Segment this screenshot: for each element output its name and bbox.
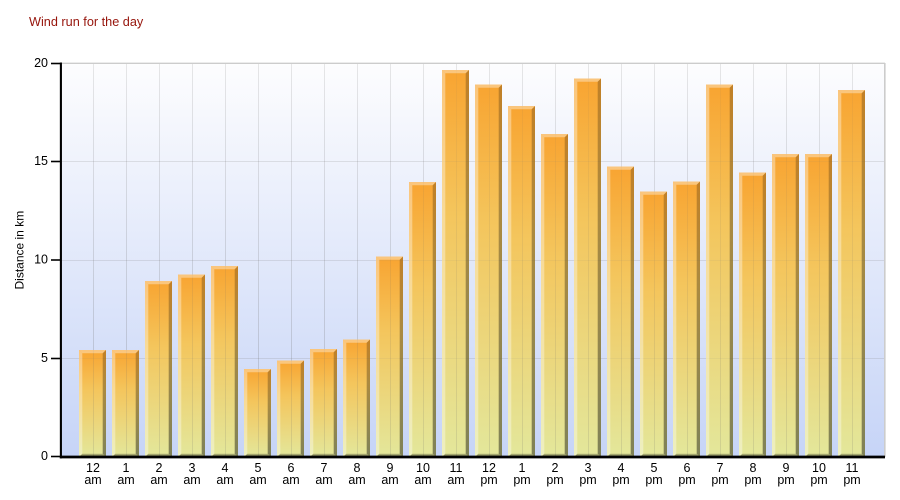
svg-text:pm: pm [579, 473, 596, 487]
svg-text:am: am [282, 473, 299, 487]
svg-text:7: 7 [717, 461, 724, 475]
svg-text:2: 2 [552, 461, 559, 475]
svg-text:pm: pm [777, 473, 794, 487]
svg-text:Wind run for the day: Wind run for the day [29, 15, 144, 29]
svg-text:8: 8 [354, 461, 361, 475]
svg-text:pm: pm [480, 473, 497, 487]
svg-text:Distance in km: Distance in km [13, 211, 27, 290]
svg-text:3: 3 [189, 461, 196, 475]
svg-text:7: 7 [321, 461, 328, 475]
svg-text:am: am [117, 473, 134, 487]
svg-text:pm: pm [513, 473, 530, 487]
svg-text:1: 1 [519, 461, 526, 475]
svg-text:pm: pm [645, 473, 662, 487]
svg-text:am: am [414, 473, 431, 487]
svg-text:3: 3 [585, 461, 592, 475]
svg-text:2: 2 [156, 461, 163, 475]
svg-text:11: 11 [450, 461, 463, 475]
svg-text:am: am [150, 473, 167, 487]
svg-text:1: 1 [123, 461, 130, 475]
svg-text:pm: pm [711, 473, 728, 487]
svg-text:11: 11 [846, 461, 859, 475]
svg-text:4: 4 [618, 461, 625, 475]
svg-text:pm: pm [546, 473, 563, 487]
svg-text:5: 5 [651, 461, 658, 475]
svg-text:am: am [447, 473, 464, 487]
svg-text:am: am [315, 473, 332, 487]
svg-text:am: am [381, 473, 398, 487]
svg-text:20: 20 [34, 56, 48, 70]
svg-text:am: am [249, 473, 266, 487]
svg-text:10: 10 [34, 253, 48, 267]
svg-text:10: 10 [416, 461, 430, 475]
svg-text:pm: pm [678, 473, 695, 487]
svg-text:15: 15 [34, 154, 48, 168]
svg-text:12: 12 [86, 461, 100, 475]
svg-text:4: 4 [222, 461, 229, 475]
svg-text:pm: pm [744, 473, 761, 487]
svg-text:pm: pm [810, 473, 827, 487]
svg-text:5: 5 [41, 351, 48, 365]
svg-text:9: 9 [387, 461, 394, 475]
svg-text:am: am [183, 473, 200, 487]
svg-text:6: 6 [684, 461, 691, 475]
svg-text:am: am [84, 473, 101, 487]
svg-text:am: am [216, 473, 233, 487]
svg-text:0: 0 [41, 449, 48, 463]
svg-text:5: 5 [255, 461, 262, 475]
svg-text:8: 8 [750, 461, 757, 475]
svg-text:10: 10 [812, 461, 826, 475]
svg-text:am: am [348, 473, 365, 487]
svg-text:12: 12 [482, 461, 496, 475]
svg-text:6: 6 [288, 461, 295, 475]
svg-text:pm: pm [843, 473, 860, 487]
svg-text:pm: pm [612, 473, 629, 487]
svg-text:9: 9 [783, 461, 790, 475]
